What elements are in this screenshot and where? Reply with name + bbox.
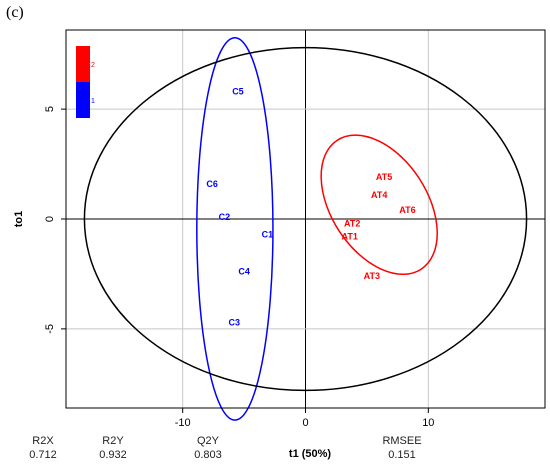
point-label-c5: C5 xyxy=(232,87,244,97)
stat-label: Q2Y xyxy=(196,435,219,447)
x-tick-label: -10 xyxy=(175,417,191,429)
y-tick-label: 5 xyxy=(44,106,56,112)
point-label-c1: C1 xyxy=(262,229,274,239)
scatter-plot: C5 C6 C2 C1 C4 C3 AT5 AT4 AT6 AT2 AT1 AT3 -10 0 10 -5 0… xyxy=(13,29,546,429)
y-axis-label: to1 xyxy=(13,211,25,228)
model-stats: R2X 0.712 R2Y 0.932 Q2Y 0.803 t1 (50%) R… xyxy=(0,434,550,468)
grid-lines xyxy=(66,30,545,408)
stat-q2y: Q2Y 0.803 xyxy=(183,434,233,462)
legend-label-1: 1 xyxy=(91,98,95,105)
data-labels: C5 C6 C2 C1 C4 C3 AT5 AT4 AT6 AT2 AT1 AT3 xyxy=(206,87,415,328)
stat-label: RMSEE xyxy=(382,435,422,447)
stat-label: R2X xyxy=(32,435,54,447)
panel-label: (c) xyxy=(6,4,24,21)
stat-value: 0.803 xyxy=(194,449,222,461)
legend: 21 xyxy=(76,46,95,118)
x-axis-label: t1 (50%) xyxy=(265,447,355,461)
point-label-at6: AT6 xyxy=(399,205,415,215)
point-label-c4: C4 xyxy=(238,267,250,277)
legend-label-2: 2 xyxy=(91,62,95,69)
stat-r2x: R2X 0.712 xyxy=(18,434,68,462)
point-label-at3: AT3 xyxy=(364,271,380,281)
x-tick-label: 0 xyxy=(302,417,308,429)
y-tick-label: -5 xyxy=(44,324,56,334)
point-label-c2: C2 xyxy=(219,212,231,222)
stat-label: R2Y xyxy=(102,435,124,447)
point-label-c3: C3 xyxy=(229,317,241,327)
confidence-ellipses xyxy=(83,36,528,421)
point-label-at2: AT2 xyxy=(344,218,360,228)
x-axis-label-text: t1 (50%) xyxy=(288,448,332,460)
legend-swatch-1 xyxy=(76,82,90,118)
stat-value: 0.151 xyxy=(388,449,416,461)
stat-value: 0.932 xyxy=(99,449,127,461)
stat-rmsee: RMSEE 0.151 xyxy=(372,434,432,462)
x-tick-label: 10 xyxy=(422,417,434,429)
point-label-at1: AT1 xyxy=(342,232,358,242)
ellipse-group-2 xyxy=(320,134,438,276)
stat-value: 0.712 xyxy=(29,449,57,461)
axis-ticks: -10 0 10 -5 0 5 xyxy=(44,106,434,429)
stat-r2y: R2Y 0.932 xyxy=(88,434,138,462)
legend-swatch-2 xyxy=(76,46,90,82)
ellipse-group-1 xyxy=(196,36,274,421)
point-label-at4: AT4 xyxy=(371,190,387,200)
y-tick-label: 0 xyxy=(44,216,56,222)
ellipse-group-all xyxy=(83,46,528,392)
point-label-c6: C6 xyxy=(206,179,218,189)
point-label-at5: AT5 xyxy=(376,172,392,182)
